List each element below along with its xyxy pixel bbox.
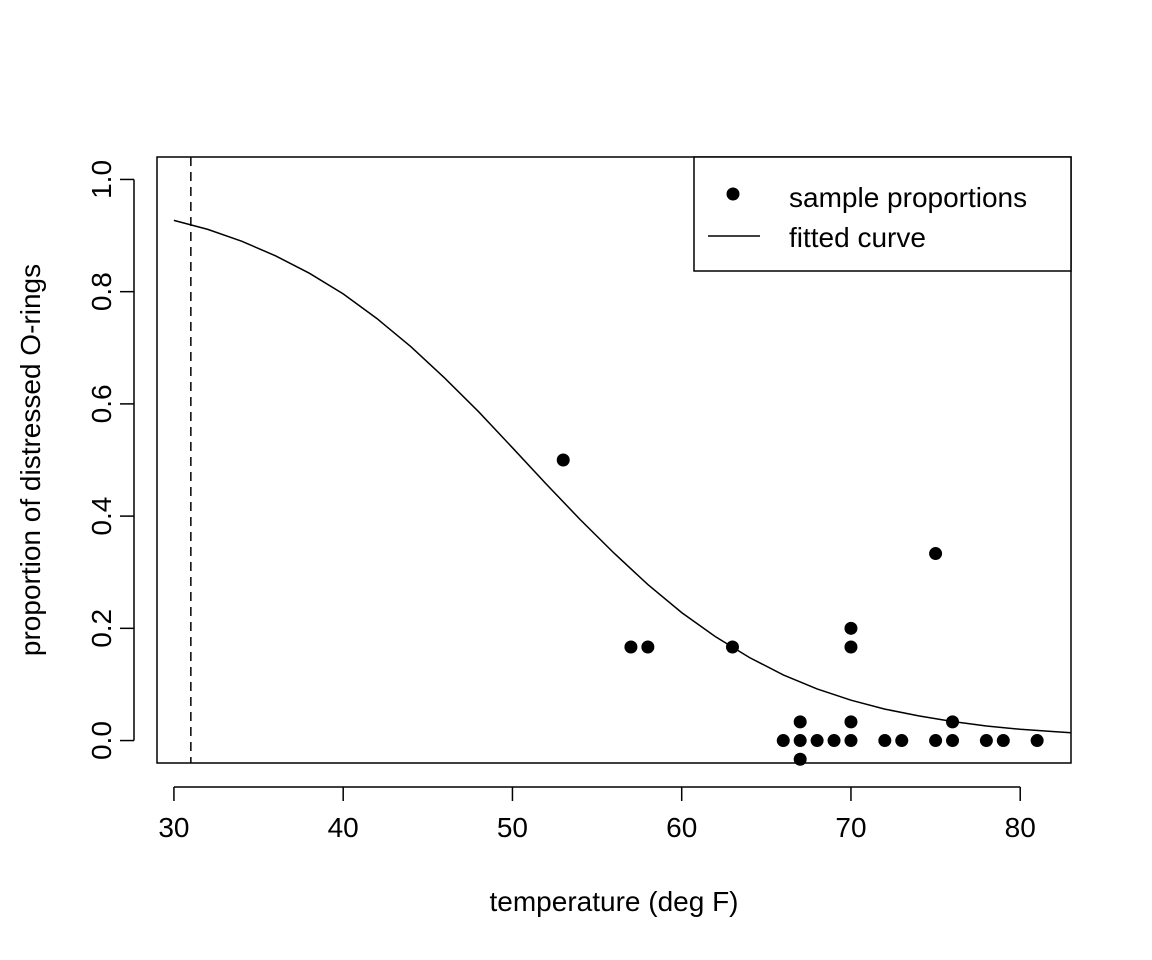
sample-point — [996, 734, 1010, 748]
legend-label-sample-proportions: sample proportions — [789, 182, 1027, 213]
y-tick-label: 0.8 — [86, 272, 117, 311]
sample-point — [895, 734, 909, 748]
sample-point — [946, 734, 960, 748]
plot-area — [156, 156, 1072, 766]
y-axis: 0.0 0.2 0.4 0.6 0.8 1.0 — [86, 160, 135, 760]
y-tick-label: 1.0 — [86, 160, 117, 199]
sample-point — [844, 734, 858, 748]
sample-point — [878, 734, 892, 748]
sample-point — [793, 734, 807, 748]
sample-point — [827, 734, 841, 748]
x-tick-label: 60 — [666, 812, 697, 843]
legend-point-marker-icon — [726, 187, 740, 201]
legend-box — [693, 156, 1072, 272]
sample-point — [946, 715, 960, 729]
sample-point — [810, 734, 824, 748]
x-tick-label: 30 — [158, 812, 189, 843]
sample-point — [844, 715, 858, 729]
sample-point — [556, 453, 570, 467]
x-tick-label: 70 — [835, 812, 866, 843]
y-tick-label: 0.2 — [86, 609, 117, 648]
x-tick-label: 50 — [497, 812, 528, 843]
legend-label-fitted-curve: fitted curve — [789, 222, 926, 253]
sample-point — [793, 752, 807, 766]
sample-point — [844, 621, 858, 635]
x-axis: 30 40 50 60 70 80 — [158, 786, 1036, 843]
plot-frame — [156, 156, 1072, 764]
sample-point — [929, 547, 943, 561]
sample-point — [979, 734, 993, 748]
sample-point — [844, 640, 858, 654]
fitted-curve-line — [173, 219, 1072, 734]
sample-points — [556, 453, 1044, 766]
x-ticks: 30 40 50 60 70 80 — [158, 787, 1036, 843]
y-axis-title: proportion of distressed O-rings — [15, 264, 46, 656]
sample-point — [929, 734, 943, 748]
y-tick-label: 0.6 — [86, 384, 117, 423]
y-ticks: 0.0 0.2 0.4 0.6 0.8 1.0 — [86, 160, 134, 760]
x-tick-label: 40 — [328, 812, 359, 843]
sample-point — [624, 640, 638, 654]
x-axis-title: temperature (deg F) — [490, 886, 739, 917]
sample-point — [793, 715, 807, 729]
sample-point — [776, 734, 790, 748]
sample-point — [641, 640, 655, 654]
sample-point — [1030, 734, 1044, 748]
x-tick-label: 80 — [1005, 812, 1036, 843]
legend: sample proportions fitted curve — [693, 156, 1072, 272]
y-tick-label: 0.0 — [86, 721, 117, 760]
sample-point — [725, 640, 739, 654]
y-tick-label: 0.4 — [86, 497, 117, 536]
